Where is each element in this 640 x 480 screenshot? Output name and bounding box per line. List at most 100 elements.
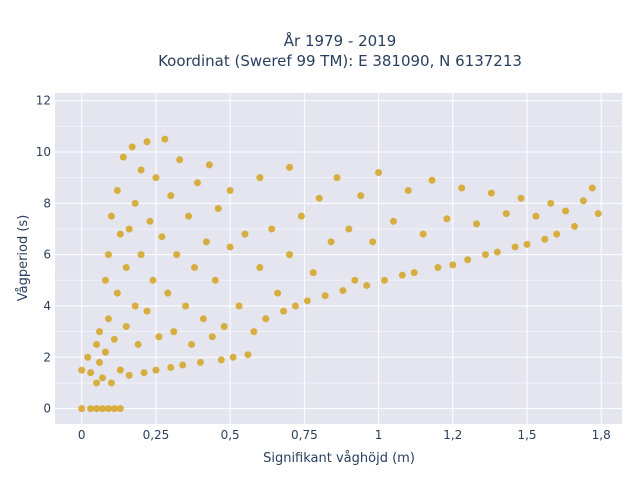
scatter-point: [152, 366, 160, 374]
x-tick-label: 1,5: [517, 428, 536, 442]
scatter-point: [274, 289, 282, 297]
y-tick-label: 2: [43, 350, 51, 364]
scatter-point: [199, 315, 207, 323]
scatter-point: [211, 276, 219, 284]
scatter-point: [161, 135, 169, 143]
scatter-point: [137, 166, 145, 174]
scatter-point: [541, 235, 549, 243]
scatter-point: [143, 138, 151, 146]
scatter-point: [158, 233, 166, 241]
scatter-point: [547, 199, 555, 207]
x-tick-label: 0,25: [143, 428, 170, 442]
scatter-point: [571, 222, 579, 230]
scatter-point: [96, 358, 104, 366]
x-tick-label: 0,5: [221, 428, 240, 442]
scatter-point: [226, 243, 234, 251]
scatter-point: [404, 187, 412, 195]
scatter-point: [339, 287, 347, 295]
scatter-point: [562, 207, 570, 215]
scatter-point: [116, 405, 124, 413]
scatter-point: [164, 289, 172, 297]
scatter-point: [167, 192, 175, 200]
x-tick-label: 1,2: [443, 428, 462, 442]
scatter-point: [96, 328, 104, 336]
scatter-point: [176, 156, 184, 164]
scatter-point: [140, 369, 148, 377]
scatter-point: [131, 199, 139, 207]
scatter-point: [443, 215, 451, 223]
scatter-point: [143, 307, 151, 315]
scatter-point: [481, 251, 489, 259]
scatter-point: [110, 405, 118, 413]
y-tick-label: 4: [43, 299, 51, 313]
chart-title-line-1: År 1979 - 2019: [284, 31, 397, 50]
scatter-point: [84, 353, 92, 361]
scatter-point: [473, 220, 481, 228]
scatter-point: [428, 176, 436, 184]
scatter-point: [101, 348, 109, 356]
scatter-point: [220, 322, 228, 330]
x-tick-label: 0: [78, 428, 86, 442]
scatter-point: [107, 212, 115, 220]
chart-title-line-2: Koordinat (Sweref 99 TM): E 381090, N 61…: [158, 52, 522, 70]
scatter-point: [214, 204, 222, 212]
scatter-point: [104, 315, 112, 323]
scatter-point: [268, 225, 276, 233]
scatter-point: [449, 261, 457, 269]
scatter-point: [193, 179, 201, 187]
scatter-point: [297, 212, 305, 220]
scatter-point: [226, 187, 234, 195]
scatter-point: [381, 276, 389, 284]
scatter-point: [375, 169, 383, 177]
scatter-point: [256, 263, 264, 271]
scatter-point: [128, 143, 136, 151]
scatter-point: [125, 225, 133, 233]
scatter-point: [229, 353, 237, 361]
scatter-point: [93, 379, 101, 387]
scatter-point: [188, 340, 196, 348]
scatter-point: [250, 328, 258, 336]
scatter-point: [137, 251, 145, 259]
scatter-point: [182, 302, 190, 310]
scatter-point: [464, 256, 472, 264]
plot-area: [55, 93, 622, 424]
y-tick-labels: 0 2 4 6 8 10 12: [36, 94, 51, 416]
scatter-point: [235, 302, 243, 310]
scatter-point: [434, 263, 442, 271]
scatter-point: [303, 297, 311, 305]
scatter-point: [419, 230, 427, 238]
scatter-point: [280, 307, 288, 315]
scatter-point: [553, 230, 561, 238]
data-points: [78, 135, 602, 413]
scatter-point: [357, 192, 365, 200]
x-axis-title: Signifikant våghöjd (m): [263, 451, 415, 466]
scatter-point: [502, 210, 510, 218]
scatter-point: [146, 217, 154, 225]
scatter-point: [125, 371, 133, 379]
x-tick-label: 1: [375, 428, 383, 442]
scatter-point: [191, 263, 199, 271]
scatter-point: [134, 340, 142, 348]
scatter-point: [333, 174, 341, 182]
y-tick-label: 8: [43, 196, 51, 210]
scatter-point: [131, 302, 139, 310]
scatter-point: [107, 379, 115, 387]
y-axis-title: Vågperiod (s): [16, 215, 31, 302]
scatter-point: [179, 361, 187, 369]
scatter-point: [170, 328, 178, 336]
scatter-point: [167, 364, 175, 372]
scatter-point: [173, 251, 181, 259]
scatter-point: [389, 217, 397, 225]
scatter-point: [493, 248, 501, 256]
scatter-point: [185, 212, 193, 220]
x-tick-labels: 0 0,25 0,5 0,75 1 1,2 1,5 1,8: [78, 428, 611, 442]
scatter-point: [78, 366, 86, 374]
scatter-point: [369, 238, 377, 246]
scatter-point: [410, 269, 418, 277]
y-tick-label: 12: [36, 94, 51, 108]
scatter-point: [532, 212, 540, 220]
scatter-point: [594, 210, 602, 218]
scatter-point: [196, 358, 204, 366]
x-tick-label: 1,8: [592, 428, 611, 442]
scatter-point: [321, 292, 329, 300]
